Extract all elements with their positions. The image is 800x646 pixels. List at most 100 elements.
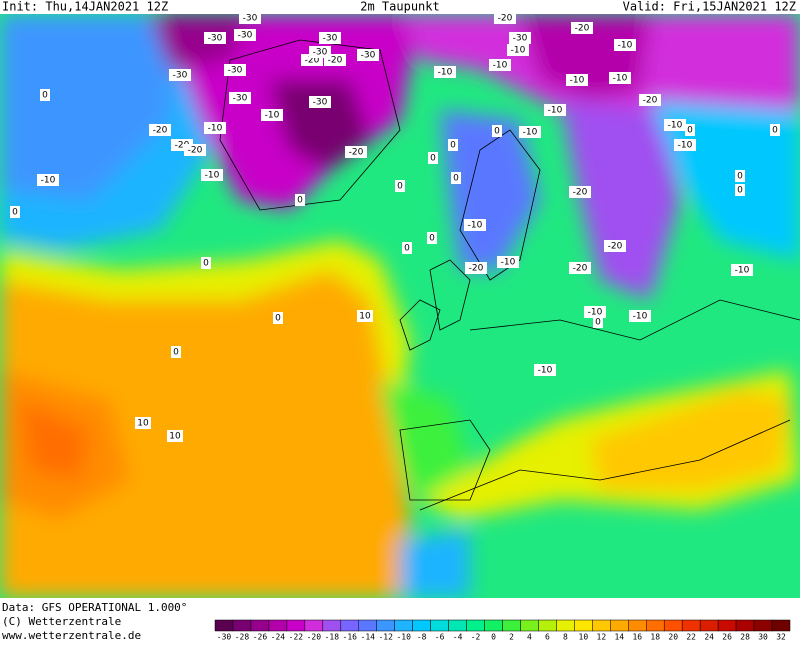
contour-label: -30 xyxy=(313,98,328,108)
contour-label: -10 xyxy=(493,61,508,71)
contour-label: -10 xyxy=(265,111,280,121)
contour-label-box xyxy=(464,219,486,231)
colorbar-tick-label: 32 xyxy=(776,633,786,642)
colorbar-swatch xyxy=(502,619,521,632)
colorbar-swatch xyxy=(610,619,629,632)
colorbar-swatch xyxy=(322,619,342,632)
colorbar-swatch xyxy=(394,619,413,632)
contour-label-box xyxy=(184,144,206,156)
contour-label: -10 xyxy=(618,41,633,51)
contour-label: -10 xyxy=(678,141,693,151)
contour-label: -30 xyxy=(173,71,188,81)
contour-label-box xyxy=(149,124,171,136)
contour-label: 0 xyxy=(450,141,456,151)
contour-label-box xyxy=(509,32,531,44)
contour-label-box xyxy=(204,32,226,44)
contour-label: 0 xyxy=(737,172,743,182)
contour-label-box xyxy=(201,169,223,181)
colorbar-tick-label: 10 xyxy=(579,633,589,642)
contour-label-box xyxy=(427,232,437,244)
contour-label-box xyxy=(507,44,529,56)
contour-label: -30 xyxy=(323,34,338,44)
contour-label-box xyxy=(571,22,593,34)
contour-label-box xyxy=(295,194,305,206)
contour-label: -10 xyxy=(208,124,223,134)
colorbar-swatch xyxy=(484,619,503,632)
contour-label-box xyxy=(735,184,745,196)
colorbar-swatch xyxy=(448,619,467,632)
contour-label-box xyxy=(664,119,686,131)
colorbar-swatch xyxy=(466,619,485,632)
colorbar-tick-label: -18 xyxy=(325,633,340,642)
contour-label-box xyxy=(544,104,566,116)
url: www.wetterzentrale.de xyxy=(2,629,141,642)
contour-label-box xyxy=(171,346,181,358)
contour-label-box xyxy=(584,306,606,318)
contour-label-box xyxy=(519,126,541,138)
contour-label-box xyxy=(239,14,261,24)
colorbar-tick-label: -14 xyxy=(361,633,376,642)
contour-label-box xyxy=(309,46,331,58)
map: -30-30-30 -30-20 -20 -30-30-30-10-20 -10-20-… xyxy=(0,14,800,598)
colorbar-tick-label: 0 xyxy=(491,633,496,642)
colorbar-tick-label: -20 xyxy=(307,633,322,642)
colorbar-swatch xyxy=(592,619,611,632)
colorbar-tick-label: 4 xyxy=(527,633,532,642)
contour-label: 0 xyxy=(297,196,303,206)
colorbar-swatch xyxy=(520,619,539,632)
contour-label: 0 xyxy=(772,126,778,136)
contour-label: -20 xyxy=(469,264,484,274)
contour-label-box xyxy=(167,430,183,442)
contour-label: -30 xyxy=(243,14,258,24)
colorbar-tick-label: 16 xyxy=(632,633,642,642)
contour-label: -20 xyxy=(643,96,658,106)
contour-label: -10 xyxy=(501,258,516,268)
contour-label: -30 xyxy=(513,34,528,44)
contour-label: -10 xyxy=(735,266,750,276)
contour-label: -20 xyxy=(188,146,203,156)
contour-label: -20 xyxy=(305,56,320,66)
contour-label: -10 xyxy=(588,308,603,318)
contour-label: -10 xyxy=(438,68,453,78)
contour-label: -20 xyxy=(349,148,364,158)
contour-label: 10 xyxy=(169,432,181,442)
contour-label-box xyxy=(357,49,379,61)
contour-label-box xyxy=(448,139,458,151)
copyright: (C) Wetterzentrale xyxy=(2,615,121,628)
colorbar-swatch xyxy=(646,619,665,632)
contour-label: -10 xyxy=(668,121,683,131)
map-title: 2m Taupunkt xyxy=(360,0,439,14)
contour-label-box xyxy=(169,69,191,81)
colorbar-swatch xyxy=(574,619,593,632)
contour-label: -10 xyxy=(468,221,483,231)
contour-label-box xyxy=(674,139,696,151)
contour-label: 0 xyxy=(595,318,601,328)
contour-label: -30 xyxy=(361,51,376,61)
contour-label: -30 xyxy=(208,34,223,44)
contour-label: 0 xyxy=(737,186,743,196)
colorbar-swatch xyxy=(663,619,683,632)
contour-label-box xyxy=(569,262,591,274)
contour-label-box xyxy=(395,180,405,192)
contour-label-box xyxy=(497,256,519,268)
colorbar-tick-label: 26 xyxy=(722,633,732,642)
contour-label-box xyxy=(309,96,331,108)
contour-label: -30 xyxy=(313,48,328,58)
colorbar-tick-label: 2 xyxy=(509,633,514,642)
contour-label: -20 xyxy=(573,264,588,274)
contour-label-box xyxy=(614,39,636,51)
colorbar-swatch xyxy=(232,619,252,632)
contour-label-box xyxy=(685,124,695,136)
contour-label: 0 xyxy=(453,174,459,184)
colorbar-swatch xyxy=(538,619,557,632)
colorbar-tick-label: -16 xyxy=(343,633,358,642)
colorbar-tick-label: -2 xyxy=(471,633,481,642)
contour-label-box xyxy=(201,257,211,269)
contour-label-box xyxy=(735,170,745,182)
contour-label-box xyxy=(566,74,588,86)
colorbar-swatch xyxy=(214,619,234,632)
contour-label-box xyxy=(492,125,502,137)
contour-label: -20 xyxy=(153,126,168,136)
contour-label: -20 xyxy=(608,242,623,252)
